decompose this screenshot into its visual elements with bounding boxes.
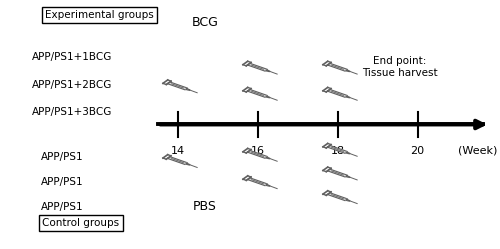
Text: APP/PS1: APP/PS1 — [41, 152, 84, 162]
Polygon shape — [266, 157, 270, 159]
Polygon shape — [168, 157, 188, 165]
Polygon shape — [186, 88, 190, 90]
Polygon shape — [186, 163, 190, 165]
Text: 16: 16 — [250, 146, 264, 156]
Polygon shape — [328, 145, 347, 153]
Text: APP/PS1: APP/PS1 — [41, 202, 84, 212]
Text: APP/PS1+1BCG: APP/PS1+1BCG — [32, 52, 112, 62]
Text: Control groups: Control groups — [42, 218, 119, 228]
Text: BCG: BCG — [192, 16, 218, 29]
Polygon shape — [346, 176, 350, 178]
Polygon shape — [328, 193, 347, 201]
Text: APP/PS1+2BCG: APP/PS1+2BCG — [32, 80, 112, 90]
Polygon shape — [346, 152, 350, 154]
Polygon shape — [346, 199, 350, 201]
Polygon shape — [248, 89, 268, 97]
Polygon shape — [266, 70, 270, 72]
Text: End point:
Tissue harvest: End point: Tissue harvest — [362, 57, 438, 78]
Polygon shape — [168, 82, 188, 90]
Text: PBS: PBS — [193, 200, 217, 213]
Polygon shape — [346, 96, 350, 98]
Text: 14: 14 — [170, 146, 184, 156]
Text: 20: 20 — [410, 146, 424, 156]
Text: APP/PS1: APP/PS1 — [41, 177, 84, 187]
Polygon shape — [266, 96, 270, 98]
Polygon shape — [248, 150, 268, 158]
Polygon shape — [248, 63, 268, 71]
Polygon shape — [328, 63, 347, 71]
Polygon shape — [328, 169, 347, 177]
Polygon shape — [328, 89, 347, 97]
Polygon shape — [346, 70, 350, 72]
Text: APP/PS1+3BCG: APP/PS1+3BCG — [32, 107, 112, 117]
Polygon shape — [266, 184, 270, 186]
Text: 18: 18 — [330, 146, 344, 156]
Text: (Week): (Week) — [458, 146, 498, 156]
Polygon shape — [248, 178, 268, 186]
Text: Experimental groups: Experimental groups — [45, 10, 154, 20]
